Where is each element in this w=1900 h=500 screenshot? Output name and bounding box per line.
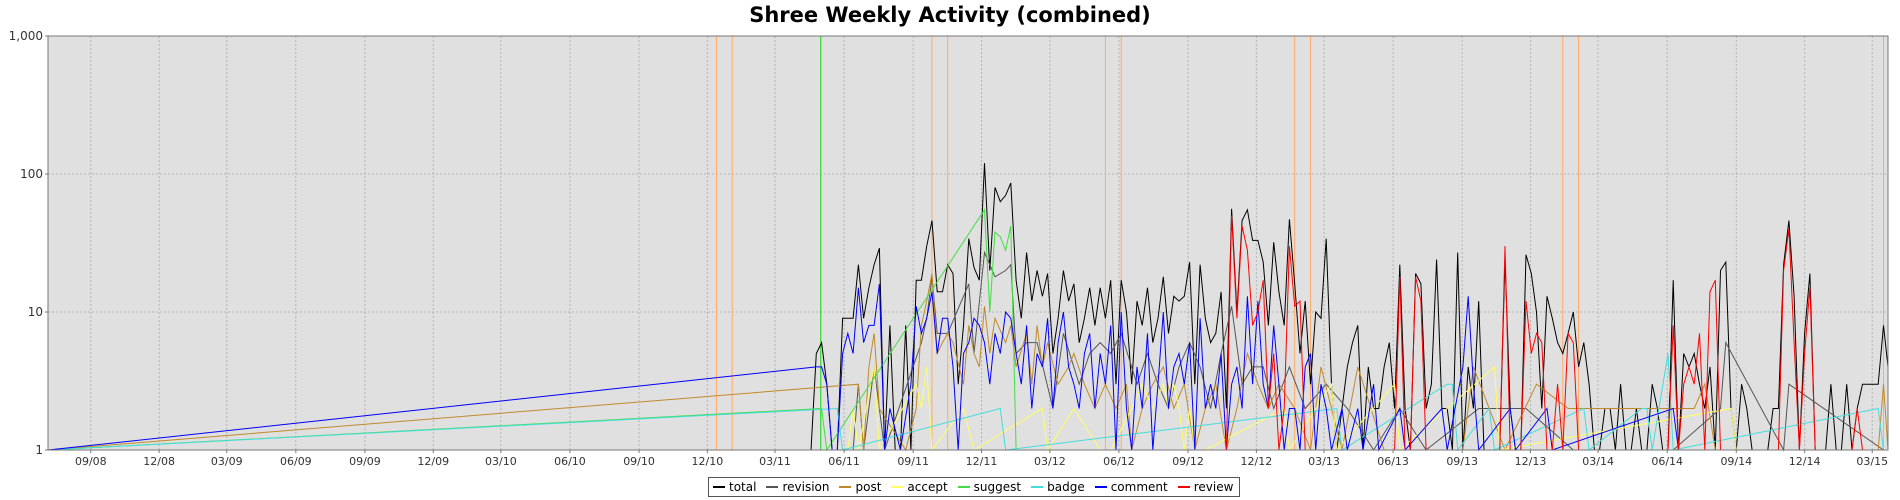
y-tick-label: 100 — [20, 167, 43, 181]
x-tick-label: 09/08 — [75, 455, 107, 468]
x-tick-label: 09/11 — [897, 455, 929, 468]
x-tick-label: 12/10 — [692, 455, 724, 468]
x-tick-label: 12/08 — [143, 455, 175, 468]
legend-label: review — [1193, 480, 1234, 494]
x-tick-label: 09/14 — [1720, 455, 1752, 468]
x-tick-label: 03/11 — [759, 455, 791, 468]
y-tick-label: 10 — [28, 305, 43, 319]
legend-label: badge — [1047, 480, 1085, 494]
series-line-badge — [47, 353, 1888, 452]
legend-item-review: review — [1177, 480, 1234, 494]
legend-item-comment: comment — [1094, 480, 1168, 494]
x-tick-label: 06/09 — [280, 455, 312, 468]
legend-swatch — [839, 486, 852, 488]
y-tick-label: 1,000 — [9, 29, 43, 43]
x-tick-label: 06/14 — [1651, 455, 1683, 468]
legend-swatch — [1094, 486, 1107, 488]
x-tick-label: 12/09 — [417, 455, 449, 468]
y-tick-label: 1 — [35, 443, 43, 457]
x-tick-label: 03/10 — [485, 455, 517, 468]
legend-label: revision — [782, 480, 830, 494]
x-axis: 09/08 12/08 03/09 06/09 09/09 12/09 03/10 06/10… — [75, 450, 1888, 468]
legend-swatch — [891, 486, 904, 488]
x-tick-label: 06/11 — [828, 455, 860, 468]
x-tick-label: 09/13 — [1446, 455, 1478, 468]
x-tick-label: 12/12 — [1241, 455, 1273, 468]
x-tick-label: 03/12 — [1034, 455, 1066, 468]
x-tick-label: 09/10 — [623, 455, 655, 468]
plot-border — [47, 35, 1889, 451]
legend-swatch — [1177, 486, 1190, 488]
legend-label: total — [729, 480, 757, 494]
series-line-suggest — [47, 208, 1888, 452]
x-tick-label: 09/12 — [1172, 455, 1204, 468]
legend-item-post: post — [839, 480, 881, 494]
x-tick-label: 06/10 — [554, 455, 586, 468]
legend-item-accept: accept — [891, 480, 948, 494]
legend-label: accept — [907, 480, 948, 494]
legend-item-badge: badge — [1031, 480, 1085, 494]
series-line-review — [48, 215, 1888, 451]
x-tick-label: 12/11 — [966, 455, 998, 468]
legend: total revision post accept suggest badge comme… — [708, 477, 1241, 497]
x-tick-label: 12/14 — [1789, 455, 1821, 468]
x-tick-label: 03/14 — [1582, 455, 1614, 468]
legend-label: suggest — [973, 480, 1022, 494]
x-tick-label: 06/13 — [1377, 455, 1409, 468]
x-tick-label: 09/09 — [349, 455, 381, 468]
legend-label: comment — [1110, 480, 1168, 494]
x-tick-label: 03/09 — [211, 455, 243, 468]
series-line-revision — [48, 250, 1888, 452]
legend-swatch — [957, 486, 970, 488]
plot-area — [48, 36, 1888, 450]
legend-swatch — [1031, 486, 1044, 488]
legend-swatch — [713, 486, 725, 488]
chart-title: Shree Weekly Activity (combined) — [749, 3, 1151, 27]
legend-item-revision: revision — [766, 480, 829, 494]
y-axis: 1 10 100 1,000 — [9, 29, 48, 457]
x-tick-label: 03/13 — [1308, 455, 1340, 468]
x-tick-label: 12/13 — [1515, 455, 1547, 468]
x-tick-label: 03/15 — [1856, 455, 1888, 468]
legend-item-suggest: suggest — [957, 480, 1022, 494]
legend-item-total: total — [713, 480, 756, 494]
legend-swatch — [766, 486, 779, 488]
legend-label: post — [855, 480, 882, 494]
x-tick-label: 06/12 — [1103, 455, 1135, 468]
series-line-total — [48, 163, 1889, 451]
